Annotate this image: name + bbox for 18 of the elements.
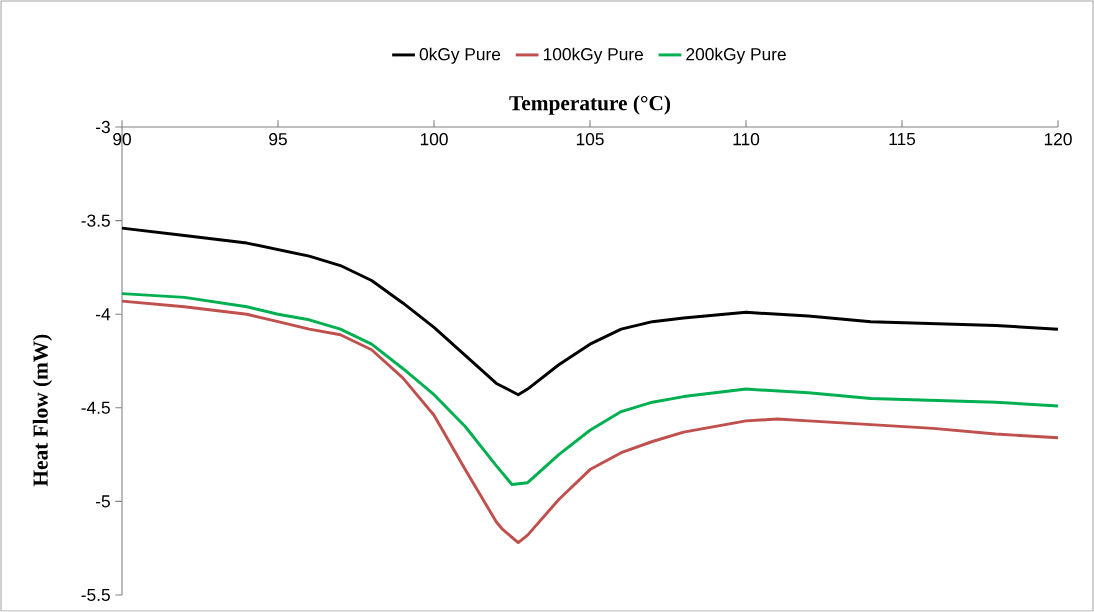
legend-label: 100kGy Pure (543, 47, 643, 64)
x-tick-label: 95 (269, 133, 287, 146)
y-tick-label: -3.5 (81, 214, 110, 227)
x-axis-title: Temperature (°C) (509, 95, 671, 115)
y-tick-label: -5 (95, 495, 110, 508)
x-tick-label: 100 (420, 133, 448, 146)
x-tick-label: 115 (889, 133, 916, 146)
legend-label: 200kGy Pure (686, 47, 786, 64)
x-tick-label: 110 (733, 133, 760, 146)
y-tick-label: -3 (95, 120, 110, 134)
y-tick-label: -5.5 (81, 588, 110, 602)
x-tick-label: 120 (1044, 133, 1072, 146)
y-axis-title: Heat Flow (mW) (32, 334, 53, 487)
legend-label: 0kGy Pure (419, 47, 501, 64)
x-tick-label: 105 (576, 133, 604, 146)
y-tick-label: -4.5 (81, 401, 110, 414)
x-tick-label: 90 (113, 133, 131, 146)
y-tick-label: -4 (95, 308, 111, 321)
